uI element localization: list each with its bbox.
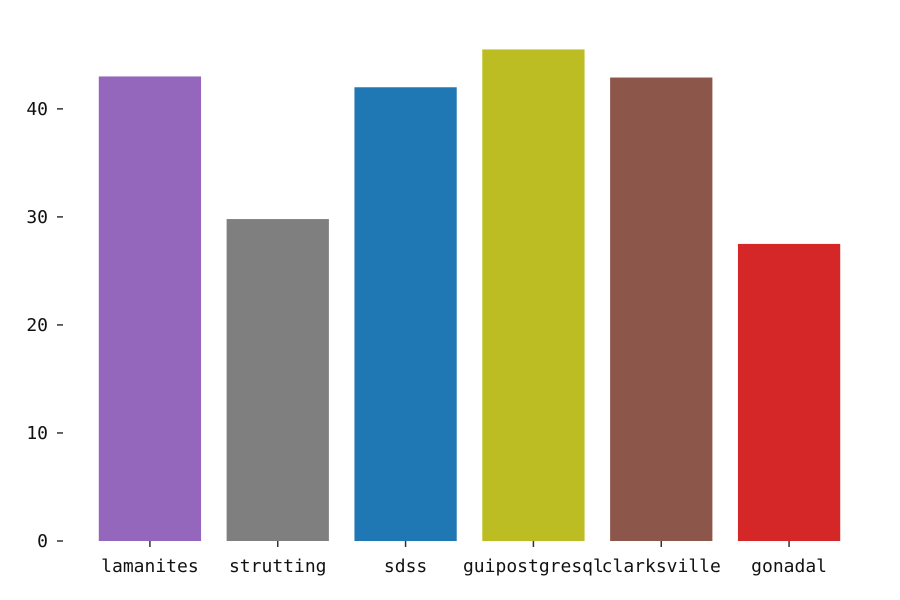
x-tick-label: guipostgresql	[463, 556, 604, 577]
bar-gonadal	[737, 243, 841, 541]
bar-sdss	[354, 87, 457, 541]
x-axis: lamanites strutting sdss guipostgresqlclark…	[101, 541, 827, 577]
y-tick-label: 10	[26, 423, 48, 444]
y-tick-label: 30	[26, 207, 48, 228]
y-tick-label: 0	[37, 531, 48, 552]
x-tick-label: lamanites	[101, 556, 199, 577]
x-tick-label: clarksville	[602, 556, 721, 577]
bar-clarksville	[610, 77, 713, 541]
bar-guipostgresql	[482, 49, 585, 541]
x-tick-label: strutting	[229, 556, 327, 577]
x-tick-label: gonadal	[751, 556, 827, 577]
y-axis: 0 10 20 30 40	[26, 99, 63, 552]
bar-lamanites	[98, 76, 202, 541]
x-tick-label: sdss	[384, 556, 427, 577]
bars-group	[98, 49, 841, 541]
y-tick-label: 20	[26, 315, 48, 336]
y-tick-label: 40	[26, 99, 48, 120]
bar-strutting	[226, 219, 329, 541]
